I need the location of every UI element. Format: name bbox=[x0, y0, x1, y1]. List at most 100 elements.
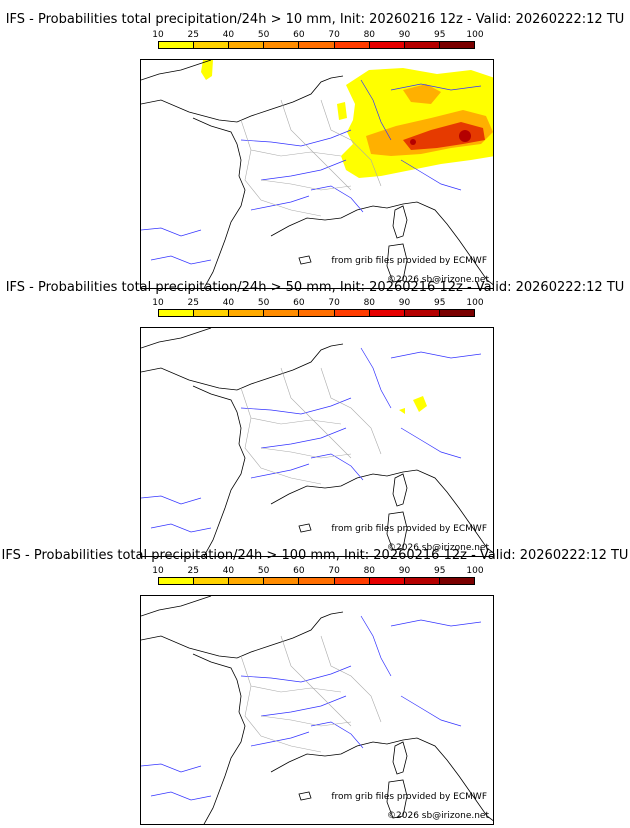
border bbox=[280, 99, 352, 191]
map-france: from grib files provided by ECMWF ©2026 … bbox=[140, 595, 494, 825]
colorbar-swatch bbox=[369, 42, 405, 48]
map-canvas bbox=[141, 596, 493, 824]
panel-title: IFS - Probabilities total precipitation/… bbox=[1, 548, 629, 563]
colorbar-tick: 90 bbox=[398, 298, 411, 308]
colorbar-tick: 95 bbox=[434, 30, 446, 40]
colorbar-swatch bbox=[264, 42, 300, 48]
sardinia bbox=[386, 243, 408, 283]
river bbox=[390, 619, 482, 627]
border bbox=[320, 99, 382, 187]
colorbar-tick: 70 bbox=[328, 298, 340, 308]
border bbox=[260, 715, 352, 727]
river bbox=[150, 255, 212, 265]
rivers bbox=[141, 79, 482, 265]
channel-coast bbox=[141, 75, 344, 123]
colorbar-tick: 40 bbox=[222, 566, 235, 576]
panel-10mm: IFS - Probabilities total precipitation/… bbox=[0, 12, 630, 289]
panel-title: IFS - Probabilities total precipitation/… bbox=[5, 280, 625, 295]
border bbox=[260, 179, 352, 191]
uk-coast bbox=[141, 596, 212, 617]
river bbox=[400, 695, 462, 727]
colorbar-swatch bbox=[334, 42, 370, 48]
colorbar-tick: 60 bbox=[293, 298, 305, 308]
source-credit: from grib files provided by ECMWF bbox=[331, 524, 487, 534]
colorbar-tick: 95 bbox=[434, 298, 446, 308]
colorbar-tick: 25 bbox=[187, 30, 199, 40]
river bbox=[141, 763, 202, 773]
river bbox=[260, 427, 347, 449]
precip-yellow-patch bbox=[399, 408, 405, 414]
colorbar-tick: 60 bbox=[293, 30, 305, 40]
colorbar-swatch bbox=[194, 310, 230, 316]
med-coast bbox=[270, 469, 493, 553]
border bbox=[320, 635, 382, 723]
colorbar-swatch bbox=[159, 310, 195, 316]
colorbar-swatch bbox=[404, 578, 440, 584]
colorbar-swatch bbox=[439, 578, 474, 584]
rivers bbox=[141, 347, 482, 533]
colorbar: 10 25 40 50 60 70 80 90 95 100 bbox=[152, 566, 484, 590]
colorbar-tick: 70 bbox=[328, 566, 340, 576]
rivers bbox=[141, 615, 482, 801]
river bbox=[240, 397, 352, 415]
colorbar-tick: 10 bbox=[152, 298, 164, 308]
panel-title: IFS - Probabilities total precipitation/… bbox=[5, 12, 625, 27]
river bbox=[250, 463, 310, 479]
map-canvas bbox=[141, 328, 493, 556]
precip-red-area bbox=[403, 122, 485, 150]
border bbox=[240, 119, 322, 217]
precip-yellow-patch bbox=[337, 102, 347, 120]
corsica bbox=[392, 205, 408, 239]
river bbox=[310, 453, 364, 481]
balearic bbox=[298, 255, 312, 265]
uk-coast bbox=[141, 60, 212, 81]
river bbox=[250, 731, 310, 747]
precip-overlay bbox=[201, 60, 493, 178]
map-canvas bbox=[141, 60, 493, 288]
river bbox=[400, 427, 462, 459]
colorbar-swatch bbox=[194, 578, 230, 584]
balearic bbox=[298, 791, 312, 801]
precip-yellow-patch bbox=[413, 396, 427, 412]
colorbar: 10 25 40 50 60 70 80 90 95 100 bbox=[152, 298, 484, 322]
copyright-credit: ©2026 sb@irizone.net bbox=[387, 811, 489, 821]
brittany-coast bbox=[192, 385, 246, 556]
river bbox=[240, 665, 352, 683]
colorbar-swatch bbox=[439, 42, 474, 48]
river bbox=[360, 79, 392, 141]
colorbar-swatch bbox=[334, 578, 370, 584]
colorbar-tick: 80 bbox=[363, 298, 376, 308]
colorbar-tick: 10 bbox=[152, 30, 164, 40]
colorbar-tick: 90 bbox=[398, 30, 411, 40]
river bbox=[310, 185, 364, 213]
river bbox=[390, 83, 482, 91]
river bbox=[141, 495, 202, 505]
admin-borders bbox=[240, 635, 382, 753]
colorbar-swatch bbox=[159, 42, 195, 48]
admin-borders bbox=[240, 367, 382, 485]
colorbar-tick: 80 bbox=[363, 566, 376, 576]
coastline bbox=[141, 328, 493, 556]
colorbar-tick: 25 bbox=[187, 566, 199, 576]
colorbar-tick: 80 bbox=[363, 30, 376, 40]
brittany-coast bbox=[192, 117, 246, 288]
colorbar-swatches bbox=[158, 577, 475, 585]
border bbox=[240, 387, 322, 485]
panel-50mm: IFS - Probabilities total precipitation/… bbox=[0, 280, 630, 557]
colorbar-swatch bbox=[369, 310, 405, 316]
river bbox=[310, 721, 364, 749]
colorbar-swatch bbox=[299, 578, 335, 584]
colorbar-swatch bbox=[299, 42, 335, 48]
river bbox=[150, 791, 212, 801]
border bbox=[280, 367, 352, 459]
precip-dark-core bbox=[410, 139, 416, 145]
corsica bbox=[392, 741, 408, 775]
sardinia bbox=[386, 511, 408, 551]
copyright-credit: ©2026 sb@irizone.net bbox=[387, 543, 489, 553]
colorbar-swatch bbox=[159, 578, 195, 584]
colorbar-tick: 10 bbox=[152, 566, 164, 576]
corsica bbox=[392, 473, 408, 507]
colorbar-tick: 50 bbox=[257, 566, 270, 576]
border bbox=[250, 685, 342, 693]
river bbox=[260, 159, 347, 181]
